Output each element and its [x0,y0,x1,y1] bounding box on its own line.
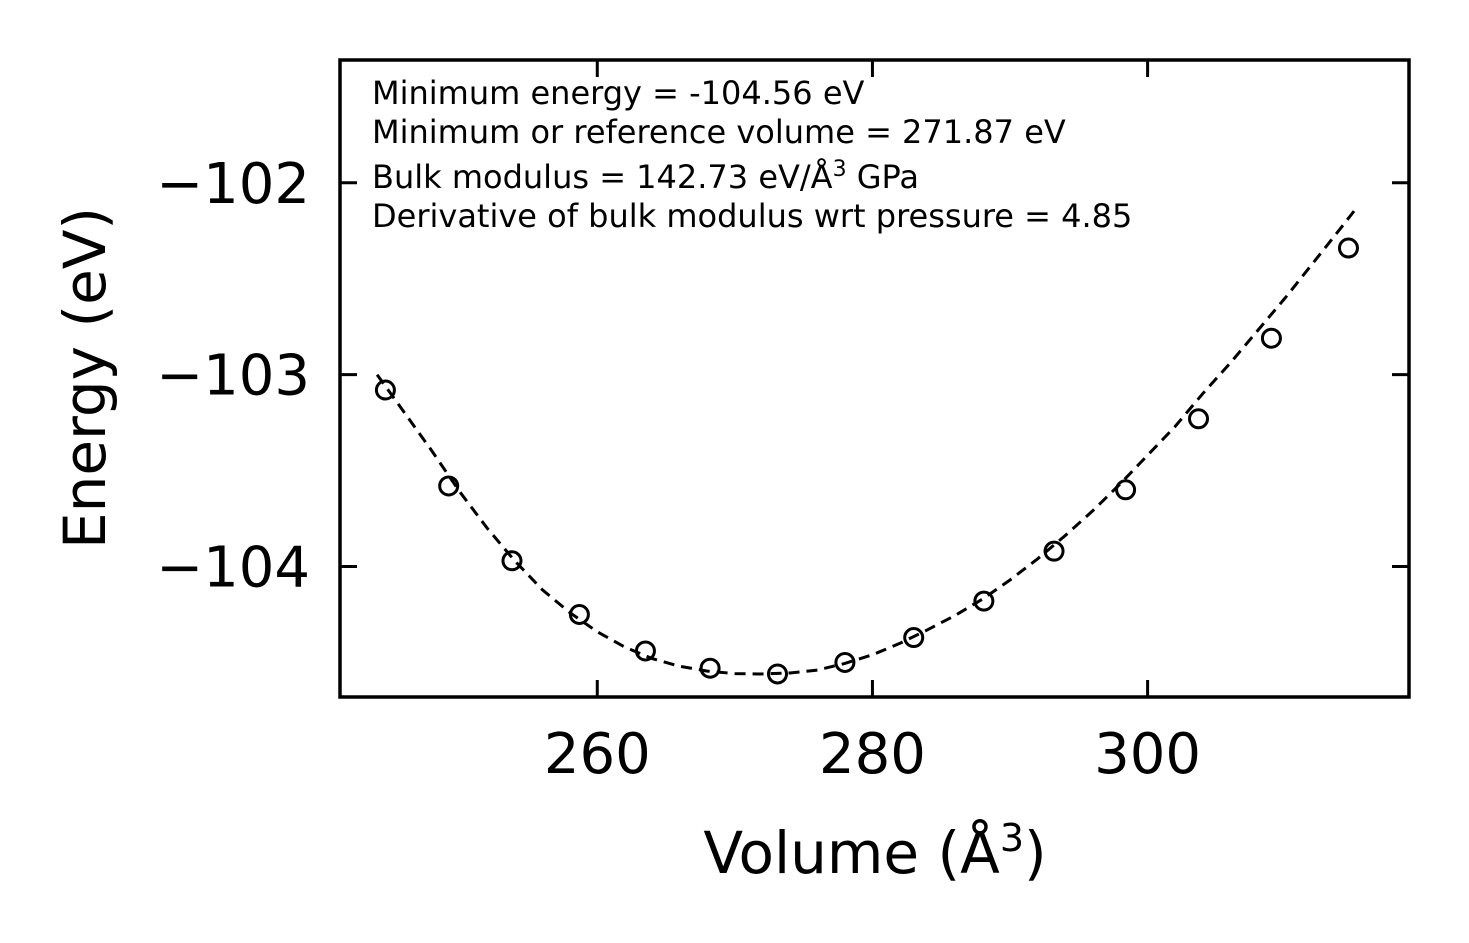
x-tick-label: 260 [544,722,651,787]
y-tick-label: −102 [156,152,310,217]
data-point [1188,408,1210,430]
annotation-min-volume: Minimum or reference volume = 271.87 eV [372,113,1066,151]
data-point [767,663,789,685]
x-axis-label-text: Volume (Å [703,818,1000,887]
data-point [834,651,856,673]
data-point [634,640,656,662]
data-point [973,590,995,612]
plot-frame [338,58,1411,699]
annotation-min-energy: Minimum energy = -104.56 eV [372,74,865,112]
data-point [903,627,925,649]
annotation-bulk-modulus-derivative: Derivative of bulk modulus wrt pressure … [372,197,1132,235]
annotation-bulk-modulus-text: Bulk modulus = 142.73 eV/Å [372,158,833,196]
x-axis-label-superscript: 3 [1000,816,1024,860]
data-point [374,379,396,401]
x-tick-label: 300 [1094,722,1201,787]
data-point [501,550,523,572]
data-point [568,603,590,625]
annotation-bulk-modulus-unit: GPa [847,158,919,196]
fit-line [375,206,1358,676]
x-tick-label: 280 [819,722,926,787]
data-point [1337,237,1359,259]
data-point [1115,479,1137,501]
data-point [438,475,460,497]
data-point [1260,327,1282,349]
annotation-bulk-modulus-superscript: 3 [833,157,847,182]
y-tick-label: −103 [156,344,310,409]
data-point [699,657,721,679]
y-tick-label: −104 [156,536,310,601]
markers-group [374,237,1359,685]
annotation-box: Minimum energy = -104.56 eV Minimum or r… [372,74,1132,235]
x-axis-label-close: ) [1024,819,1047,887]
fit-line-group [375,206,1358,676]
y-axis-label: Energy (eV) [51,207,119,549]
tick-labels: 260 280 300 −102 −103 −104 [156,152,1201,787]
x-axis-label: Volume (Å3) [703,816,1046,887]
data-point [1043,540,1065,562]
annotation-bulk-modulus: Bulk modulus = 142.73 eV/Å3 GPa [372,157,919,197]
ticks [340,60,1409,697]
